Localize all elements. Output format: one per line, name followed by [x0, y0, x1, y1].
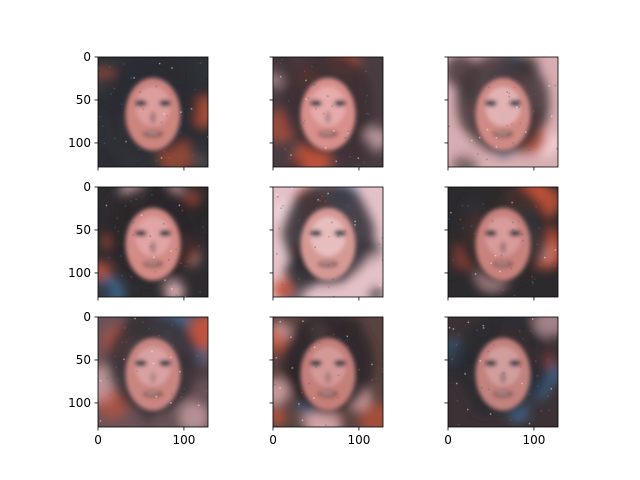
y-tick-label: 100	[68, 136, 91, 150]
face-image-6	[448, 187, 558, 297]
y-tick-label: 50	[76, 93, 91, 107]
x-tick-label: 100	[522, 433, 545, 447]
axes-frame	[272, 316, 384, 428]
face-image-7	[98, 317, 208, 427]
axes-frame	[272, 56, 384, 168]
y-tick-label: 50	[76, 353, 91, 367]
axes-frame	[97, 56, 209, 168]
axes-frame	[447, 186, 559, 298]
axes-frame	[447, 56, 559, 168]
subplot-5	[269, 186, 384, 301]
axes-frame	[97, 316, 209, 428]
subplot-3	[444, 56, 559, 171]
y-tick-label: 100	[68, 266, 91, 280]
axes-frame	[272, 186, 384, 298]
face-image-8	[273, 317, 383, 427]
x-tick-label: 0	[444, 433, 452, 447]
y-tick-label: 0	[83, 180, 91, 194]
x-tick-label: 100	[172, 433, 195, 447]
face-image-4	[98, 187, 208, 297]
subplot-2	[269, 56, 384, 171]
y-tick-label: 0	[83, 50, 91, 64]
face-image-5	[273, 187, 383, 297]
face-image-9	[448, 317, 558, 427]
face-image-3	[448, 57, 558, 167]
subplot-6	[444, 186, 559, 301]
face-image-2	[273, 57, 383, 167]
subplot-4: 0 50 100	[68, 180, 209, 301]
x-tick-label: 100	[347, 433, 370, 447]
subplot-7: 0 50 100 0 100	[68, 310, 209, 447]
y-tick-label: 100	[68, 396, 91, 410]
x-tick-label: 0	[269, 433, 277, 447]
x-tick-label: 0	[94, 433, 102, 447]
subplot-9: 0 100	[444, 316, 559, 447]
axes-frame	[97, 186, 209, 298]
face-image-1	[98, 57, 208, 167]
subplot-8: 0 100	[269, 316, 384, 447]
axes-frame	[447, 316, 559, 428]
subplot-1: 0 50 100	[68, 50, 209, 171]
y-tick-label: 0	[83, 310, 91, 324]
y-tick-label: 50	[76, 223, 91, 237]
